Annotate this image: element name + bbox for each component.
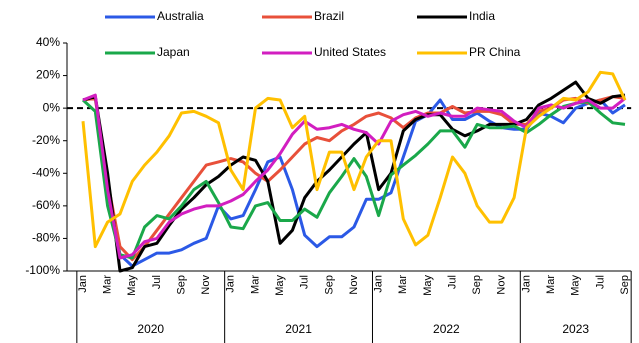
x-tick-label: Nov <box>496 275 508 295</box>
legend-label: United States <box>314 45 386 59</box>
series-line <box>81 98 626 260</box>
year-label: 2023 <box>562 322 589 336</box>
x-tick-label: Jan <box>225 275 237 293</box>
x-tick-label: Jul <box>299 275 311 289</box>
legend-label: India <box>469 9 495 23</box>
x-tick-label: Jul <box>594 275 606 289</box>
y-tick-label: 20% <box>36 68 60 82</box>
legend-label: Brazil <box>314 9 344 23</box>
x-tick-label: May <box>126 275 138 296</box>
x-tick-label: Mar <box>397 275 409 294</box>
legend-label: Australia <box>157 9 204 23</box>
x-tick-label: Nov <box>200 275 212 295</box>
legend-label: Japan <box>157 45 190 59</box>
y-tick-label: -40% <box>32 165 60 179</box>
x-tick-label: May <box>274 275 286 296</box>
x-tick-label: May <box>422 275 434 296</box>
y-tick-label: -60% <box>32 198 60 212</box>
x-tick-label: Mar <box>102 275 114 294</box>
y-tick-label: -100% <box>25 263 60 277</box>
series-line <box>82 93 626 260</box>
y-tick-label: 40% <box>36 35 60 49</box>
y-tick-label: -80% <box>32 231 60 245</box>
x-tick-label: Sep <box>471 275 483 295</box>
x-tick-label: Sep <box>175 275 187 295</box>
x-tick-label: Nov <box>348 275 360 295</box>
y-tick-label: -20% <box>32 133 60 147</box>
x-tick-label: Jul <box>151 275 163 289</box>
x-tick-label: Sep <box>323 275 335 295</box>
x-tick-label: Jan <box>77 275 89 293</box>
year-label: 2020 <box>137 322 164 336</box>
series-line <box>81 70 627 249</box>
x-tick-label: Jan <box>373 275 385 293</box>
x-tick-label: Mar <box>249 275 261 294</box>
x-tick-label: Jan <box>520 275 532 293</box>
year-label: 2022 <box>433 322 460 336</box>
year-label: 2021 <box>285 322 312 336</box>
x-tick-label: Jul <box>446 275 458 289</box>
y-tick-label: 0% <box>43 100 61 114</box>
legend-label: PR China <box>469 45 521 59</box>
x-tick-label: Sep <box>619 275 631 295</box>
x-tick-label: Mar <box>545 275 557 294</box>
x-tick-label: May <box>570 275 582 296</box>
